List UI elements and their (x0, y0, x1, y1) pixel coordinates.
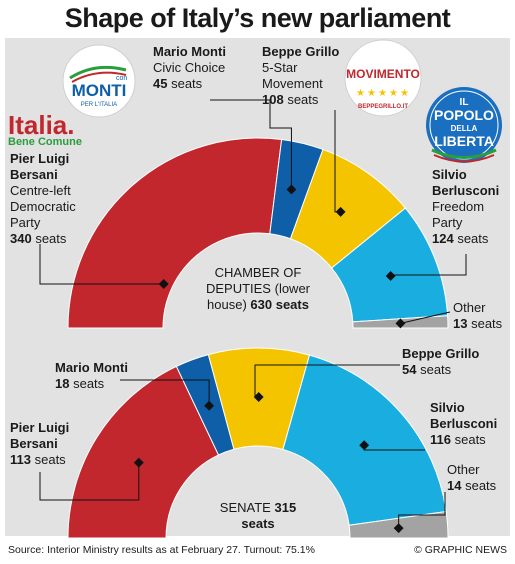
logo-con: con (116, 75, 127, 82)
logo-movimento: MOVIMENTO (346, 67, 420, 81)
svg-text:★: ★ (400, 88, 409, 99)
chamber-grillo-marker (335, 206, 346, 217)
senate-berlusconi-marker (359, 440, 370, 451)
senate-grillo-marker (253, 392, 264, 402)
senate-monti-marker (204, 400, 215, 411)
five-star-logo: MOVIMENTO ★ ★ ★ ★ ★ BEPPEGRILLO.IT (344, 39, 422, 117)
senate-center-label: SENATE 315 seats (219, 500, 297, 531)
chamber-hemicycle (67, 137, 449, 329)
chamber-monti-marker (286, 184, 297, 195)
svg-text:IL: IL (460, 97, 469, 108)
svg-text:★: ★ (356, 88, 365, 99)
senate-monti-label: Mario Monti 18 seats (55, 360, 128, 391)
chamber-bersani-marker (158, 279, 169, 289)
credit: © GRAPHIC NEWS (414, 544, 507, 556)
chamber-other-label: Other 13 seats (453, 300, 503, 331)
senate-segment-bersani (67, 365, 220, 539)
svg-text:DELLA: DELLA (451, 124, 478, 133)
logo-monti-sub: PER L'ITALIA (81, 102, 117, 108)
chamber-grillo-label: Beppe Grillo 5-Star Movement 108 seats (262, 44, 340, 107)
svg-text:★: ★ (367, 88, 376, 99)
pdl-logo: IL POPOLO DELLA LIBERTA (426, 87, 502, 163)
chamber-berlusconi-marker (385, 270, 396, 281)
logo-stars: ★ ★ ★ ★ ★ (356, 88, 409, 99)
senate-berlusconi-label: Silvio Berlusconi 116 seats (430, 400, 498, 447)
senate-monti-leader (120, 379, 210, 406)
chamber-center-label: CHAMBER OF DEPUTIES (lower house) 630 se… (205, 265, 311, 312)
senate-segment-berlusconi (282, 354, 447, 526)
source-note: Source: Interior Ministry results as at … (8, 544, 315, 556)
chamber-monti-leader (210, 99, 292, 190)
chamber-other-leader (400, 311, 451, 324)
page-title: Shape of Italy’s new parliament (64, 3, 451, 33)
senate-grillo-label: Beppe Grillo 54 seats (402, 346, 480, 377)
svg-text:Italia.: Italia. (8, 110, 74, 140)
svg-text:★: ★ (378, 88, 387, 99)
senate-bersani-label: Pier Luigi Bersani 113 seats (10, 420, 70, 467)
logo-beppegrillo: BEPPEGRILLO.IT (358, 104, 408, 110)
svg-text:POPOLO: POPOLO (434, 107, 494, 123)
svg-text:★: ★ (389, 88, 398, 99)
chamber-segment-bersani (67, 137, 283, 329)
chamber-bersani-label: Pier Luigi Bersani Centre-left Democrati… (10, 151, 76, 246)
chamber-bersani-leader (39, 244, 164, 285)
chamber-berlusconi-label: Silvio Berlusconi Freedom Party 124 seat… (432, 167, 500, 246)
senate-other-label: Other 14 seats (447, 462, 497, 493)
leader-lines (39, 99, 467, 534)
senate-bersani-leader (39, 462, 140, 501)
svg-text:LIBERTA: LIBERTA (434, 133, 494, 149)
senate-other-leader (398, 492, 446, 529)
chamber-other-marker (395, 318, 406, 329)
senate-bersani-marker (133, 457, 144, 468)
senate-other-marker (393, 523, 404, 534)
logo-monti: MONTI (72, 81, 127, 100)
italia-bene-comune-logo: Italia. Bene Comune (8, 110, 82, 148)
svg-text:Bene Comune: Bene Comune (8, 136, 82, 148)
chamber-monti-label: Mario Monti Civic Choice 45 seats (153, 44, 226, 91)
civic-choice-logo: con MONTI PER L'ITALIA (62, 44, 136, 118)
